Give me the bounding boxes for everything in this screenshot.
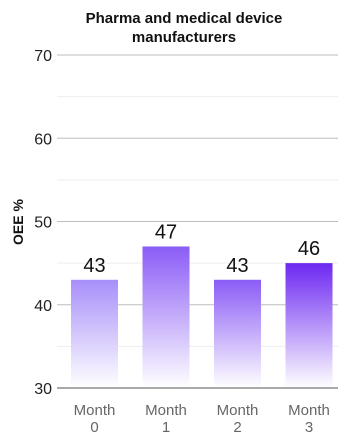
labels: 304050607043Month047Month143Month246Mont… [34, 48, 338, 436]
x-tick-label: Month [74, 402, 116, 419]
x-tick-label: 2 [233, 419, 241, 436]
chart-title-line-2: manufacturers [132, 29, 236, 46]
bar [71, 279, 118, 388]
x-tick-label: Month [145, 402, 187, 419]
bar-value-label: 47 [155, 221, 177, 243]
chart-title-line-1: Pharma and medical device [86, 10, 283, 27]
bars [71, 246, 333, 388]
y-tick-label: 50 [34, 215, 52, 232]
bar [214, 279, 261, 388]
y-tick-label: 70 [34, 48, 52, 65]
bar-value-label: 43 [83, 255, 105, 277]
x-tick-label: Month [288, 402, 330, 419]
x-tick-label: 3 [305, 419, 313, 436]
x-tick-label: 0 [90, 419, 98, 436]
x-tick-label: Month [217, 402, 259, 419]
x-tick-label: 1 [162, 419, 170, 436]
bar-value-label: 43 [226, 255, 248, 277]
y-tick-label: 60 [34, 131, 52, 148]
bar [142, 246, 190, 388]
y-tick-label: 40 [34, 298, 52, 315]
bar-value-label: 46 [298, 238, 320, 260]
y-tick-label: 30 [34, 381, 52, 398]
y-axis-label: OEE % [10, 198, 26, 244]
bar [285, 263, 333, 388]
